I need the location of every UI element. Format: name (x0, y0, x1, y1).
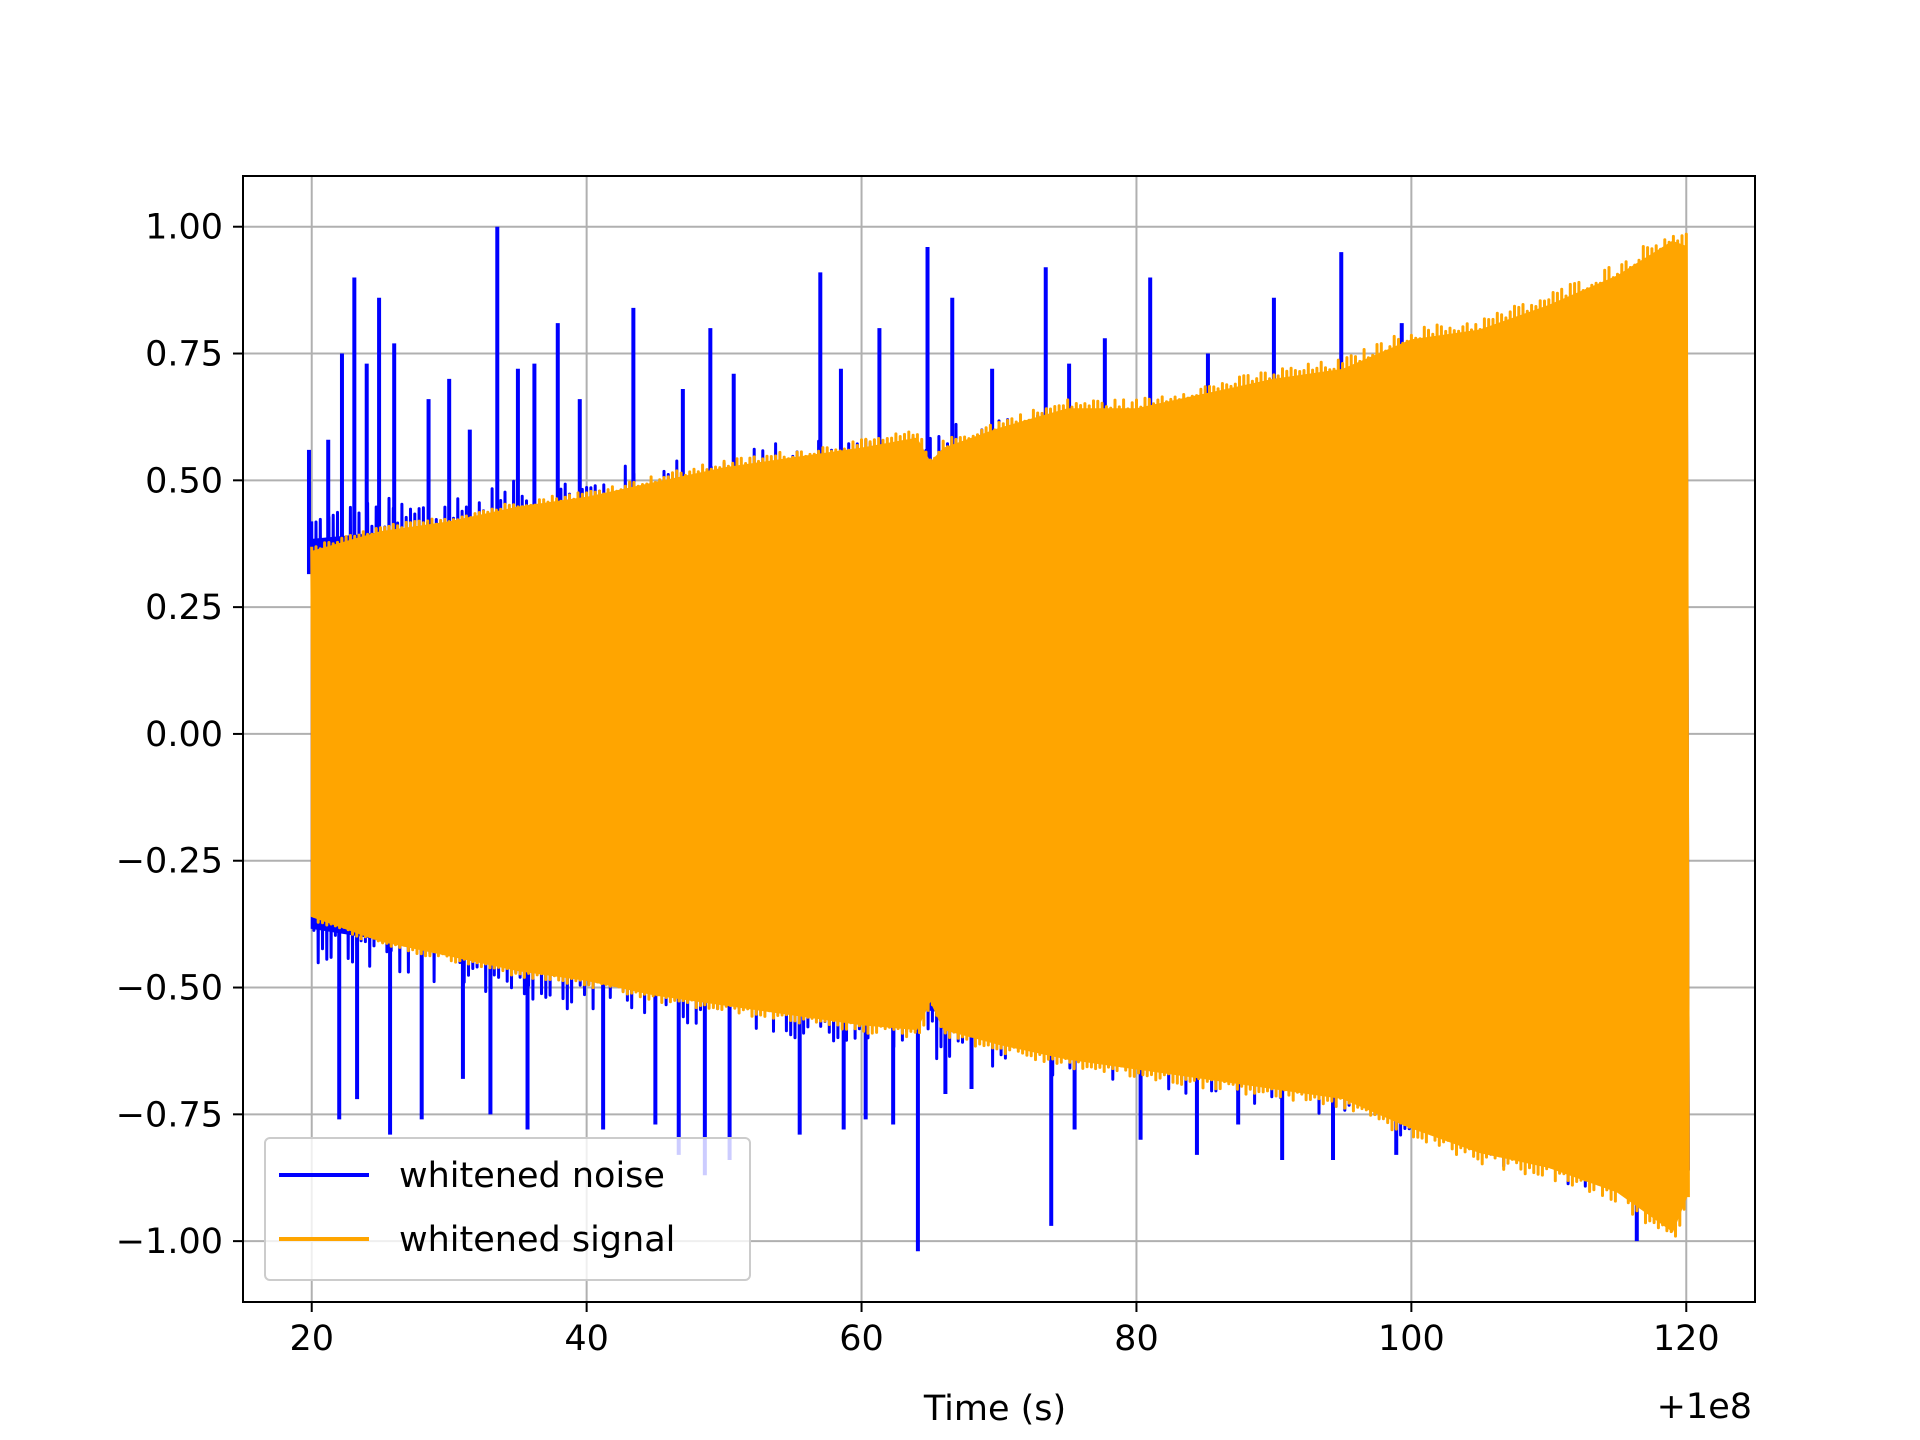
x-tick-label-100: 100 (1378, 1319, 1445, 1359)
y-tick-label-6: −0.50 (116, 969, 223, 1009)
x-tick-label-40: 40 (564, 1319, 609, 1359)
y-tick-label-2: 0.50 (145, 461, 223, 501)
plot-frame (242, 175, 1756, 1303)
legend: whitened noise whitened signal (264, 1137, 751, 1281)
y-tick-label-4: 0.00 (145, 715, 223, 755)
series-layer (306, 226, 1690, 1252)
legend-box (264, 1137, 751, 1281)
x-offset-label: +1e8 (1657, 1387, 1752, 1427)
legend-label-whitened-signal: whitened signal (399, 1220, 675, 1260)
y-tick-label-1: 0.75 (145, 335, 223, 375)
x-axis-label: Time (s) (923, 1389, 1066, 1429)
series-band-1 (310, 240, 1688, 1233)
y-tick-label-0: 1.00 (145, 208, 223, 248)
x-tick-label-60: 60 (839, 1319, 884, 1359)
y-tick-label-5: −0.25 (116, 842, 223, 882)
y-tick-label-7: −0.75 (116, 1095, 223, 1135)
x-tick-label-80: 80 (1114, 1319, 1159, 1359)
x-tick-label-20: 20 (289, 1319, 334, 1359)
series-whitened-signal (310, 232, 1690, 1238)
ticks: 20 40 60 80 100 120 1.00 0.75 0.50 0.25 0.00 −0.25 −… (116, 208, 1720, 1359)
y-tick-label-3: 0.25 (145, 588, 223, 628)
legend-label-whitened-noise: whitened noise (399, 1156, 665, 1196)
y-tick-label-8: −1.00 (116, 1222, 223, 1262)
x-tick-label-120: 120 (1653, 1319, 1720, 1359)
